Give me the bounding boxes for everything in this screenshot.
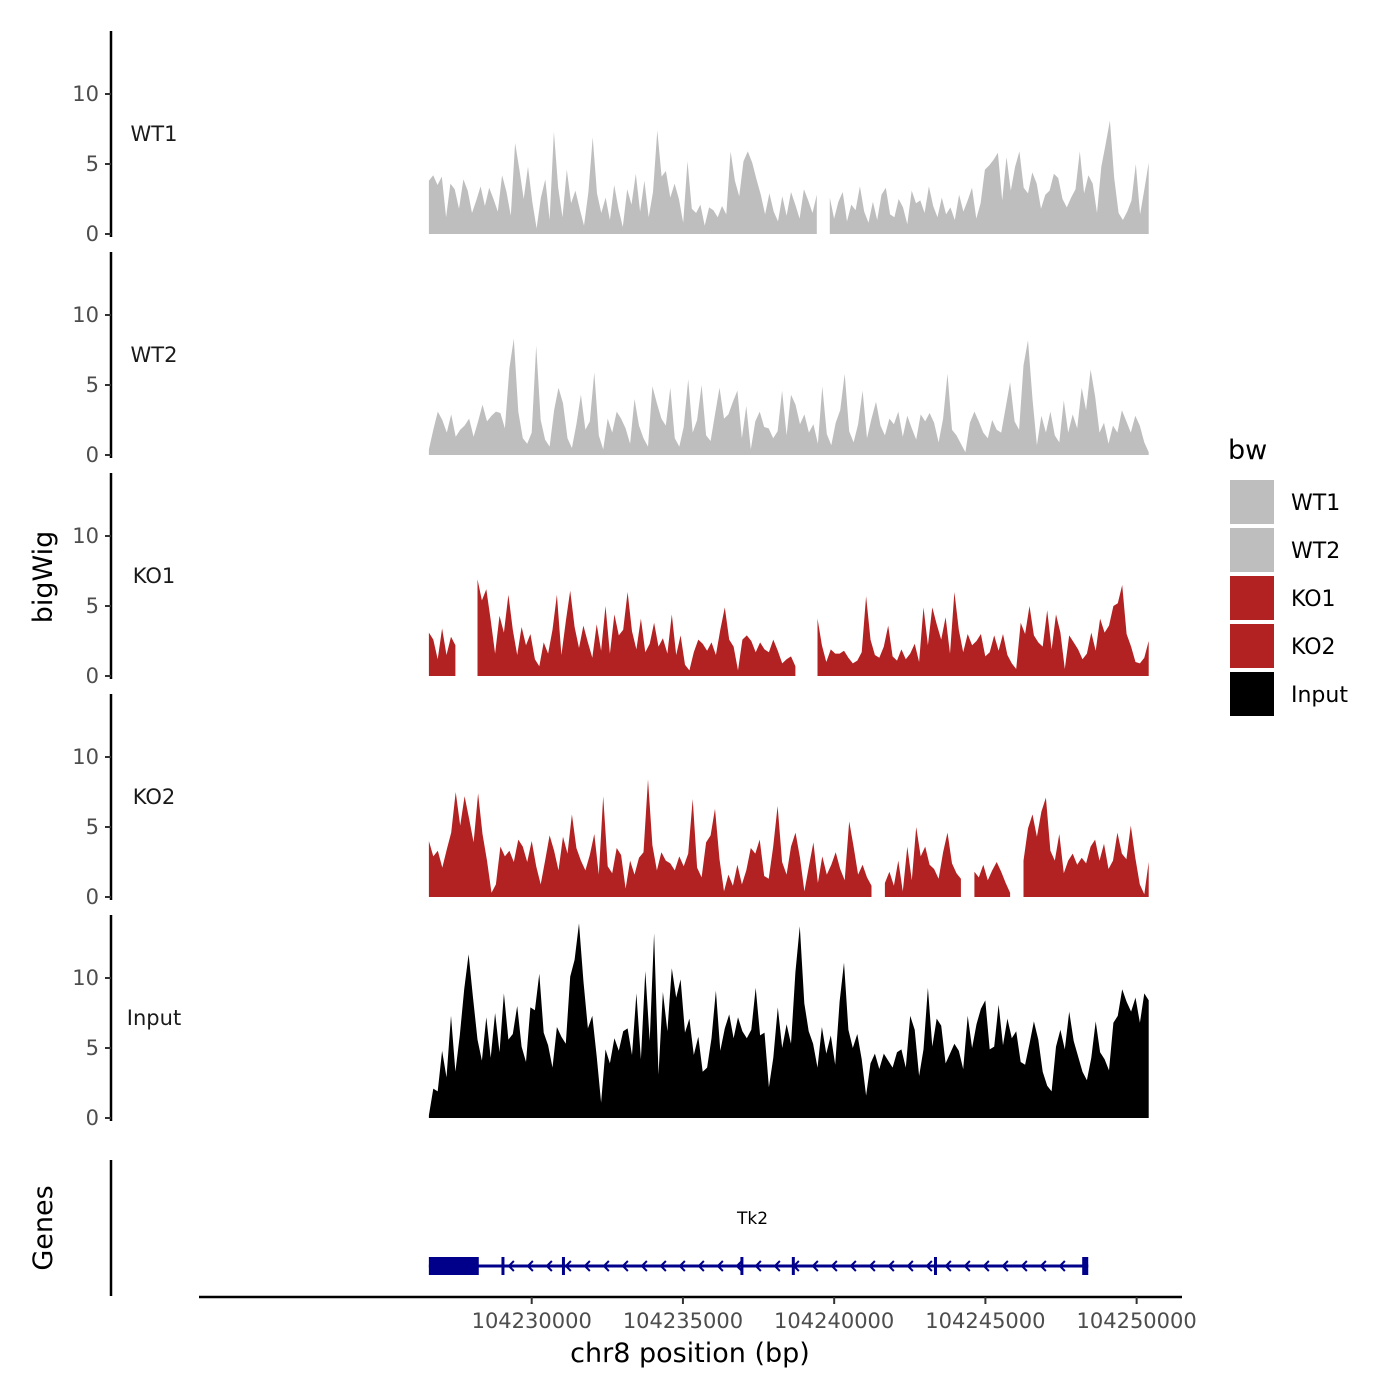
signal-area-wt2 bbox=[428, 338, 1149, 455]
gene-exon bbox=[501, 1257, 505, 1275]
x-tick-label: 104250000 bbox=[1077, 1309, 1197, 1333]
strand-arrow bbox=[868, 1260, 876, 1272]
strand-arrow bbox=[659, 1260, 667, 1272]
strand-arrow bbox=[716, 1260, 724, 1272]
gene-exon bbox=[428, 1257, 479, 1275]
y-tick-label: 10 bbox=[72, 524, 99, 548]
strand-arrow bbox=[1058, 1260, 1066, 1272]
strand-arrow bbox=[564, 1260, 572, 1272]
strand-arrow bbox=[925, 1260, 933, 1272]
strand-arrow bbox=[1001, 1260, 1009, 1272]
x-axis: chr8 position (bp) 104230000 104235000 104… bbox=[199, 1295, 1197, 1369]
signal-area-wt1 bbox=[428, 120, 1149, 234]
strand-arrow bbox=[906, 1260, 914, 1272]
y-tick-label: 5 bbox=[86, 815, 99, 839]
strand-arrow bbox=[773, 1260, 781, 1272]
gene-label: Tk2 bbox=[736, 1209, 768, 1229]
y-tick-label: 10 bbox=[72, 745, 99, 769]
strand-arrow bbox=[887, 1260, 895, 1272]
y-tick-label: 0 bbox=[86, 222, 99, 246]
legend-key-input bbox=[1230, 672, 1274, 716]
gene-exon bbox=[933, 1257, 937, 1275]
track-label: WT2 bbox=[131, 343, 178, 367]
legend-label-ko2: KO2 bbox=[1291, 635, 1336, 660]
x-axis-title: chr8 position (bp) bbox=[570, 1338, 810, 1369]
legend-key-wt2 bbox=[1230, 528, 1274, 572]
strand-arrow bbox=[602, 1260, 610, 1272]
signal-area-input bbox=[428, 923, 1149, 1118]
track-wt2: 0 5 10 WT2 bbox=[72, 252, 1149, 467]
track-label: KO2 bbox=[133, 785, 176, 809]
track-ko1: 0 5 10 KO1 bbox=[72, 473, 1149, 688]
y-tick-label: 0 bbox=[86, 443, 99, 467]
strand-arrow bbox=[545, 1260, 553, 1272]
legend-title: bw bbox=[1228, 435, 1267, 466]
strand-arrow bbox=[640, 1260, 648, 1272]
track-label: KO1 bbox=[133, 564, 176, 588]
gene-exon bbox=[561, 1257, 565, 1275]
strand-arrow bbox=[678, 1260, 686, 1272]
y-tick-label: 0 bbox=[86, 1106, 99, 1130]
strand-arrow bbox=[754, 1260, 762, 1272]
y-tick-label: 5 bbox=[86, 1036, 99, 1060]
strand-arrow bbox=[621, 1260, 629, 1272]
x-tick-label: 104245000 bbox=[925, 1309, 1045, 1333]
x-tick-label: 104235000 bbox=[623, 1309, 743, 1333]
legend-label-wt2: WT2 bbox=[1291, 539, 1340, 564]
track-wt1: 0 5 10 WT1 bbox=[72, 31, 1149, 246]
bigwig-tracks: 0 5 10 WT1 0 5 10 WT2 0 5 10 KO1 0 5 10 KO2 0 5 10 Input bbox=[72, 31, 1149, 1130]
gene-exon bbox=[1082, 1257, 1089, 1275]
y-tick-label: 5 bbox=[86, 373, 99, 397]
y-tick-label: 5 bbox=[86, 152, 99, 176]
track-ko2: 0 5 10 KO2 bbox=[72, 694, 1149, 909]
strand-arrow bbox=[811, 1260, 819, 1272]
strand-arrow bbox=[830, 1260, 838, 1272]
legend-key-wt1 bbox=[1230, 480, 1274, 524]
gene-track: Genes Tk2 bbox=[28, 1160, 1089, 1296]
legend-label-wt1: WT1 bbox=[1291, 491, 1340, 516]
legend-label-ko1: KO1 bbox=[1291, 587, 1336, 612]
y-tick-label: 10 bbox=[72, 966, 99, 990]
strand-arrow bbox=[507, 1260, 515, 1272]
signal-area-ko1 bbox=[428, 579, 1149, 676]
y-tick-label: 10 bbox=[72, 303, 99, 327]
strand-arrow bbox=[1039, 1260, 1047, 1272]
strand-arrow bbox=[583, 1260, 591, 1272]
y-tick-label: 0 bbox=[86, 664, 99, 688]
y-axis-title: bigWig bbox=[28, 531, 59, 624]
legend-key-ko2 bbox=[1230, 624, 1274, 668]
y-axis-title-group: bigWig bbox=[28, 531, 59, 624]
gene-exon bbox=[740, 1257, 744, 1275]
y-tick-label: 0 bbox=[86, 885, 99, 909]
strand-arrow bbox=[849, 1260, 857, 1272]
x-tick-label: 104230000 bbox=[472, 1309, 592, 1333]
strand-arrow bbox=[735, 1260, 743, 1272]
strand-arrow bbox=[982, 1260, 990, 1272]
track-label: Input bbox=[127, 1006, 181, 1030]
track-input: 0 5 10 Input bbox=[72, 915, 1149, 1130]
legend: bw WT1 WT2 KO1 KO2 Input bbox=[1228, 435, 1348, 716]
legend-label-input: Input bbox=[1291, 683, 1348, 708]
strand-arrow bbox=[526, 1260, 534, 1272]
genes-axis-title: Genes bbox=[28, 1185, 59, 1270]
legend-key-ko1 bbox=[1230, 576, 1274, 620]
strand-arrow bbox=[1020, 1260, 1028, 1272]
gene-tk2: Tk2 bbox=[428, 1209, 1089, 1275]
strand-arrow bbox=[944, 1260, 952, 1272]
track-label: WT1 bbox=[131, 122, 178, 146]
x-tick-label: 104240000 bbox=[774, 1309, 894, 1333]
strand-arrow bbox=[697, 1260, 705, 1272]
y-tick-label: 5 bbox=[86, 594, 99, 618]
signal-area-ko2 bbox=[428, 779, 1149, 897]
y-tick-label: 10 bbox=[72, 82, 99, 106]
gene-exon bbox=[791, 1257, 795, 1275]
strand-arrow bbox=[963, 1260, 971, 1272]
